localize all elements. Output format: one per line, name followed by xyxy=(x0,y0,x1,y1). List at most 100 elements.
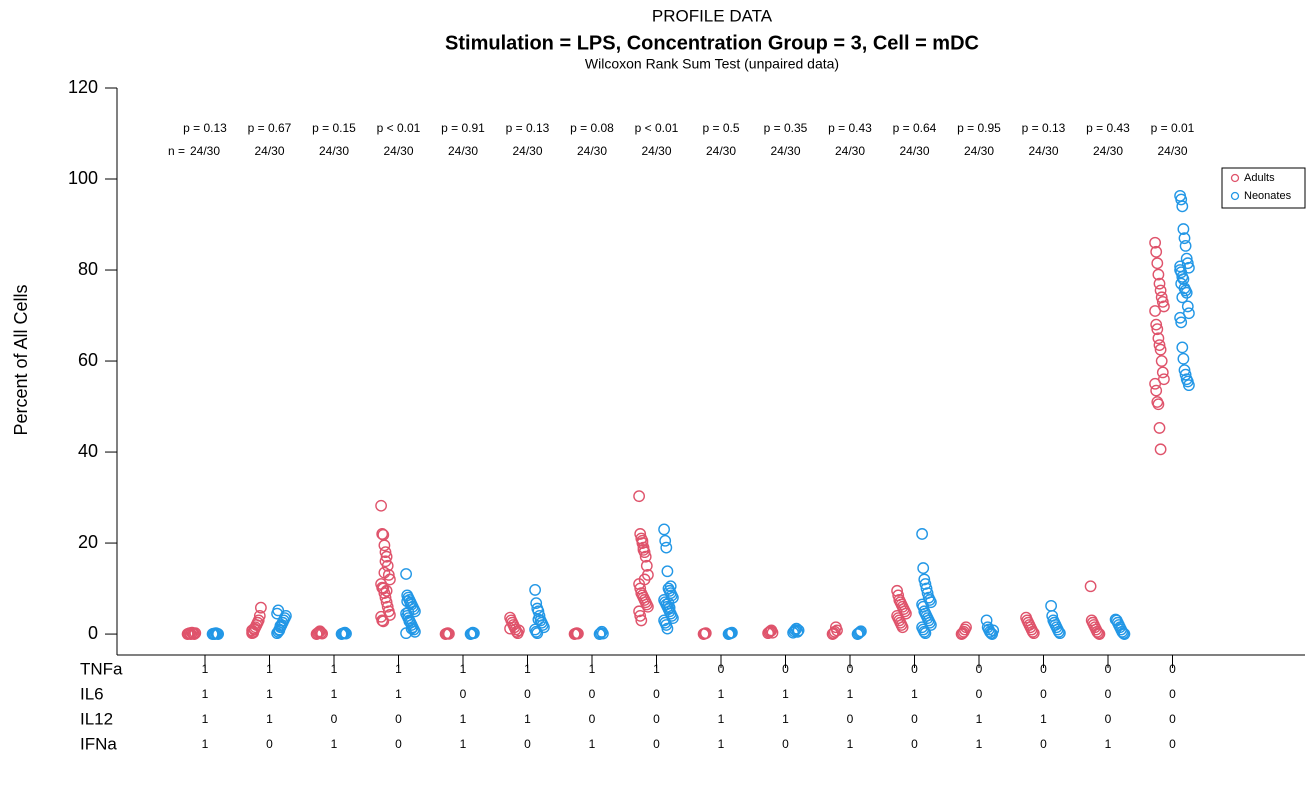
p-value-label: p = 0.08 xyxy=(570,121,614,135)
p-value-label: p < 0.01 xyxy=(635,121,679,135)
data-point xyxy=(530,625,543,638)
data-point xyxy=(1154,343,1167,356)
data-point xyxy=(1174,260,1187,273)
y-tick-label: 40 xyxy=(78,441,98,461)
data-point xyxy=(380,550,393,563)
data-point xyxy=(1052,625,1065,638)
data-point xyxy=(376,528,389,540)
data-point xyxy=(377,582,390,595)
marker-value: 1 xyxy=(1105,737,1112,751)
marker-value: 1 xyxy=(202,662,209,676)
data-point xyxy=(659,534,672,547)
marker-value: 0 xyxy=(911,712,918,726)
data-point xyxy=(980,614,993,627)
marker-value: 1 xyxy=(653,662,660,676)
legend-label: Adults xyxy=(1244,172,1275,184)
data-point xyxy=(383,609,396,621)
marker-value: 0 xyxy=(1169,712,1176,726)
marker-value: 0 xyxy=(911,737,918,751)
p-value-label: p < 0.01 xyxy=(377,121,421,135)
data-point xyxy=(638,573,651,586)
marker-value: 1 xyxy=(460,712,467,726)
n-prefix: n = xyxy=(168,144,185,158)
marker-value: 0 xyxy=(653,712,660,726)
marker-value: 0 xyxy=(653,687,660,701)
data-point xyxy=(1178,232,1191,245)
n-label: 24/30 xyxy=(319,144,349,158)
data-point xyxy=(380,596,393,609)
data-point xyxy=(1026,625,1039,638)
marker-value: 1 xyxy=(266,662,273,676)
data-point xyxy=(400,568,412,580)
data-point xyxy=(1117,627,1130,640)
data-point xyxy=(313,625,326,638)
p-value-label: p = 0.67 xyxy=(248,121,292,135)
data-point xyxy=(919,578,932,590)
data-point xyxy=(639,550,652,563)
data-point xyxy=(1177,352,1190,365)
legend-marker xyxy=(1230,191,1240,201)
marker-value: 0 xyxy=(460,687,467,701)
marker-value: 1 xyxy=(847,687,854,701)
marker-value: 0 xyxy=(395,737,402,751)
data-point xyxy=(1156,295,1169,308)
y-tick-label: 60 xyxy=(78,350,98,370)
marker-value: 0 xyxy=(847,712,854,726)
data-point xyxy=(532,613,545,626)
data-point xyxy=(467,627,480,640)
data-point xyxy=(513,624,525,637)
data-point xyxy=(896,621,909,634)
marker-value: 0 xyxy=(1040,737,1047,751)
data-point xyxy=(529,584,541,596)
data-point xyxy=(891,584,903,597)
p-value-label: p = 0.13 xyxy=(1022,121,1066,135)
data-point xyxy=(766,626,779,639)
data-point xyxy=(442,627,455,640)
marker-value: 1 xyxy=(202,712,209,726)
data-point xyxy=(379,591,392,604)
data-point xyxy=(1149,377,1162,390)
data-point xyxy=(791,625,804,638)
chart-title: PROFILE DATA xyxy=(652,6,773,25)
data-point xyxy=(1150,384,1163,397)
p-value-label: p = 0.5 xyxy=(702,121,739,135)
marker-value: 0 xyxy=(331,712,338,726)
data-point xyxy=(919,627,932,640)
marker-value: 0 xyxy=(524,737,531,751)
marker-value: 1 xyxy=(718,737,725,751)
data-point xyxy=(1054,627,1066,640)
data-point xyxy=(189,627,202,640)
data-point xyxy=(1175,316,1188,329)
n-label: 24/30 xyxy=(577,144,607,158)
n-label: 24/30 xyxy=(835,144,865,158)
data-point xyxy=(851,628,864,640)
marker-name: IL12 xyxy=(80,709,113,728)
marker-value: 1 xyxy=(847,737,854,751)
data-point xyxy=(1116,625,1129,638)
marker-value: 0 xyxy=(395,712,402,726)
data-point xyxy=(635,614,648,627)
data-point xyxy=(597,627,609,640)
data-point xyxy=(828,625,841,638)
marker-value: 0 xyxy=(589,712,596,726)
data-point xyxy=(212,628,225,640)
data-point xyxy=(918,573,931,586)
marker-value: 1 xyxy=(331,737,338,751)
data-point xyxy=(1027,627,1040,640)
marker-value: 0 xyxy=(782,737,789,751)
data-point xyxy=(792,624,805,637)
marker-value: 0 xyxy=(718,662,725,676)
data-point xyxy=(664,580,677,593)
data-point xyxy=(1151,323,1164,336)
data-point xyxy=(658,523,670,536)
data-point xyxy=(1175,193,1188,206)
data-point xyxy=(379,555,392,568)
marker-value: 1 xyxy=(782,687,789,701)
n-label: 24/30 xyxy=(964,144,994,158)
data-point xyxy=(1183,379,1195,392)
data-point xyxy=(1175,266,1188,279)
data-point xyxy=(273,624,286,637)
n-label: 24/30 xyxy=(383,144,413,158)
data-point xyxy=(254,601,267,614)
